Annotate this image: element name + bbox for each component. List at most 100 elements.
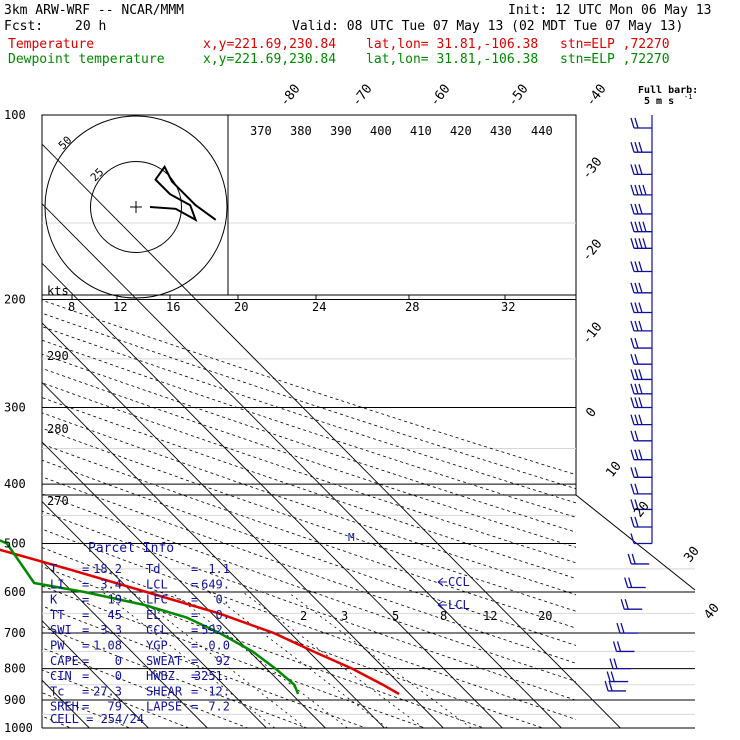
parcel-equals: =: [82, 684, 89, 698]
isotherm-line: [42, 143, 621, 728]
parcel-value: 27.3: [93, 684, 122, 698]
parcel-key: CCL: [146, 623, 168, 637]
parcel-key: YGP: [146, 639, 168, 653]
wind-barb: [630, 383, 652, 395]
parcel-key: SHEAR: [146, 684, 183, 698]
parcel-key: TT: [50, 608, 64, 622]
isotherm-right-label: -20: [579, 237, 605, 265]
ccl-marker: CCL: [448, 575, 470, 589]
wind-barb: [630, 467, 652, 478]
dewpoint-latlon: lat,lon= 31.81,-106.38: [366, 52, 539, 67]
barb-key-value: 5 m s: [644, 96, 674, 107]
wind-barb: [630, 414, 652, 426]
parcel-equals: =: [191, 700, 198, 714]
dry-adiabat-line: [42, 605, 367, 728]
hodo-ring: [44, 115, 228, 299]
parcel-equals: =: [82, 639, 89, 653]
barb-key-exp: -1: [684, 93, 692, 101]
parcel-value: 7.2: [208, 700, 230, 714]
parcel-value: 0.: [216, 608, 230, 622]
pressure-tick-label: 100: [4, 108, 26, 122]
hodo-speed-label: 12: [113, 300, 127, 314]
parcel-value: 1.08: [93, 639, 122, 653]
parcel-key: LCL: [146, 577, 168, 591]
wind-barb-profile: [604, 115, 653, 692]
theta-label: 400: [370, 124, 392, 138]
mixing-ratio-line: [131, 591, 307, 728]
parcel-value: 18.2: [93, 562, 122, 576]
theta-label: 370: [250, 124, 272, 138]
parcel-key: SWI: [50, 623, 72, 637]
temperature-legend: Temperature: [8, 37, 95, 52]
isotherm-line: [42, 560, 208, 728]
isotherm-top-label: -50: [505, 82, 531, 110]
wind-barb: [630, 302, 652, 314]
isotherm-line: [42, 322, 444, 728]
parcel-equals: =: [82, 608, 89, 622]
parcel-key: CIN: [50, 669, 72, 683]
hodo-speed-label: 8: [68, 300, 75, 314]
dry-adiabat-line: [42, 528, 576, 720]
pressure-tick-label: 600: [4, 585, 26, 599]
dry-adiabat-line: [42, 585, 427, 728]
parcel-equals: =: [191, 608, 198, 622]
forecast-label: Fcst:: [4, 19, 44, 34]
parcel-value: 0.: [216, 593, 230, 607]
dewpoint-xy: x,y=221.69,230.84: [203, 52, 337, 67]
parcel-value: 649.: [201, 577, 230, 591]
parcel-equals: =: [191, 562, 198, 576]
dry-adiabat-line: [42, 493, 576, 682]
dry-adiabat-line: [42, 647, 249, 728]
parcel-value: 3.3: [100, 623, 122, 637]
parcel-key: T: [50, 562, 57, 576]
wind-barb: [630, 142, 652, 153]
parcel-value: 79: [108, 700, 122, 714]
isotherm-line: [42, 441, 326, 728]
isotherm-line: [42, 381, 385, 728]
mixing-ratio-line: [287, 591, 472, 728]
pressure-tick-label: 700: [4, 626, 26, 640]
parcel-info-panel: Parcel Info T = 18.2 Td = 1.1LI = 3.4 LCL = 649.K =…: [50, 541, 230, 726]
pressure-tick-label: 300: [4, 400, 26, 414]
parcel-key: HWBZ: [146, 669, 175, 683]
parcel-equals: =: [82, 593, 89, 607]
theta-label: 420: [450, 124, 472, 138]
wind-barb: [620, 599, 643, 610]
model-title: 3km ARW-WRF -- NCAR/MMM: [4, 3, 185, 18]
pressure-tick-label: 800: [4, 662, 26, 676]
wind-barb: [630, 282, 652, 294]
parcel-key: LI: [50, 577, 64, 591]
parcel-title: Parcel Info: [88, 541, 174, 556]
wind-barb: [630, 184, 652, 196]
wind-barb: [604, 680, 627, 692]
parcel-equals: =: [191, 577, 198, 591]
parcel-key: LFC: [146, 593, 168, 607]
wind-barb: [606, 671, 629, 683]
wind-barb: [630, 354, 652, 365]
dry-adiabat-line: [42, 510, 576, 701]
hodo-speed-unit: kts: [47, 284, 69, 298]
wind-barb: [630, 533, 652, 545]
parcel-value: 0.0: [208, 639, 230, 653]
forecast-hour: 20 h: [75, 19, 107, 34]
grid-layer: [41, 114, 696, 729]
dewpoint-station: stn=ELP ,72270: [560, 52, 670, 67]
dry-adiabat-label: 270: [47, 494, 69, 508]
wind-barb: [630, 516, 652, 528]
mixing-ratio-line: [102, 591, 275, 728]
pressure-tick-label: 200: [4, 293, 26, 307]
parcel-value: 3251.: [194, 669, 230, 683]
parcel-equals: =: [191, 654, 198, 668]
wind-barb: [630, 449, 652, 461]
hodograph: 50 25 8 12 16 20 24 28 32: [42, 115, 576, 314]
mixing-ratio-label: 12: [483, 609, 497, 623]
parcel-key: CAPE: [50, 654, 79, 668]
isotherm-right-label: 0: [583, 405, 600, 420]
isotherm-right-label: 10: [603, 459, 624, 481]
pressure-tick-label: 1000: [4, 721, 33, 735]
parcel-cell: CELL = 254/24: [50, 712, 144, 726]
parcel-key: Td: [146, 562, 160, 576]
parcel-value: 0: [115, 669, 122, 683]
wind-barb: [630, 164, 652, 176]
